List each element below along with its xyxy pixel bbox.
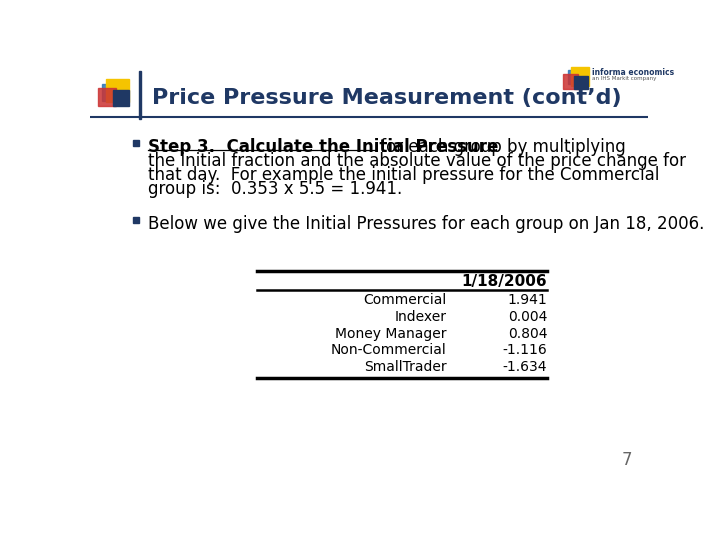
Text: Indexer: Indexer (395, 309, 446, 323)
Text: informa economics: informa economics (593, 68, 675, 77)
Text: the initial fraction and the absolute value of the price change for: the initial fraction and the absolute va… (148, 152, 686, 170)
Bar (132, 140, 139, 146)
Text: Below we give the Initial Pressures for each group on Jan 18, 2006.: Below we give the Initial Pressures for … (148, 215, 704, 233)
Text: -1.116: -1.116 (503, 343, 547, 357)
Bar (102, 84, 120, 101)
Bar (113, 90, 129, 106)
Bar (570, 67, 589, 85)
Bar (568, 70, 582, 84)
Text: that day.  For example the initial pressure for the Commercial: that day. For example the initial pressu… (148, 166, 660, 184)
Bar (98, 88, 117, 106)
Text: -1.634: -1.634 (503, 360, 547, 374)
Text: for each group by multiplying: for each group by multiplying (375, 138, 626, 156)
Text: 0.804: 0.804 (508, 327, 547, 341)
Bar (563, 74, 578, 90)
Text: Non-Commercial: Non-Commercial (330, 343, 446, 357)
Text: Price Pressure Measurement (cont’d): Price Pressure Measurement (cont’d) (152, 88, 621, 108)
Bar (139, 71, 141, 119)
Bar (574, 76, 588, 90)
Text: Step 3.  Calculate the Initial Pressure: Step 3. Calculate the Initial Pressure (148, 138, 498, 156)
Text: group is:  0.353 x 5.5 = 1.941.: group is: 0.353 x 5.5 = 1.941. (148, 179, 402, 198)
Text: 7: 7 (622, 451, 632, 469)
Bar (106, 79, 129, 102)
Text: Commercial: Commercial (364, 293, 446, 307)
Text: 0.004: 0.004 (508, 309, 547, 323)
Text: 1/18/2006: 1/18/2006 (462, 274, 547, 289)
Text: SmallTrader: SmallTrader (364, 360, 446, 374)
Text: Money Manager: Money Manager (335, 327, 446, 341)
Text: 1.941: 1.941 (508, 293, 547, 307)
Bar (132, 217, 139, 224)
Text: an IHS Markit company: an IHS Markit company (593, 76, 657, 81)
